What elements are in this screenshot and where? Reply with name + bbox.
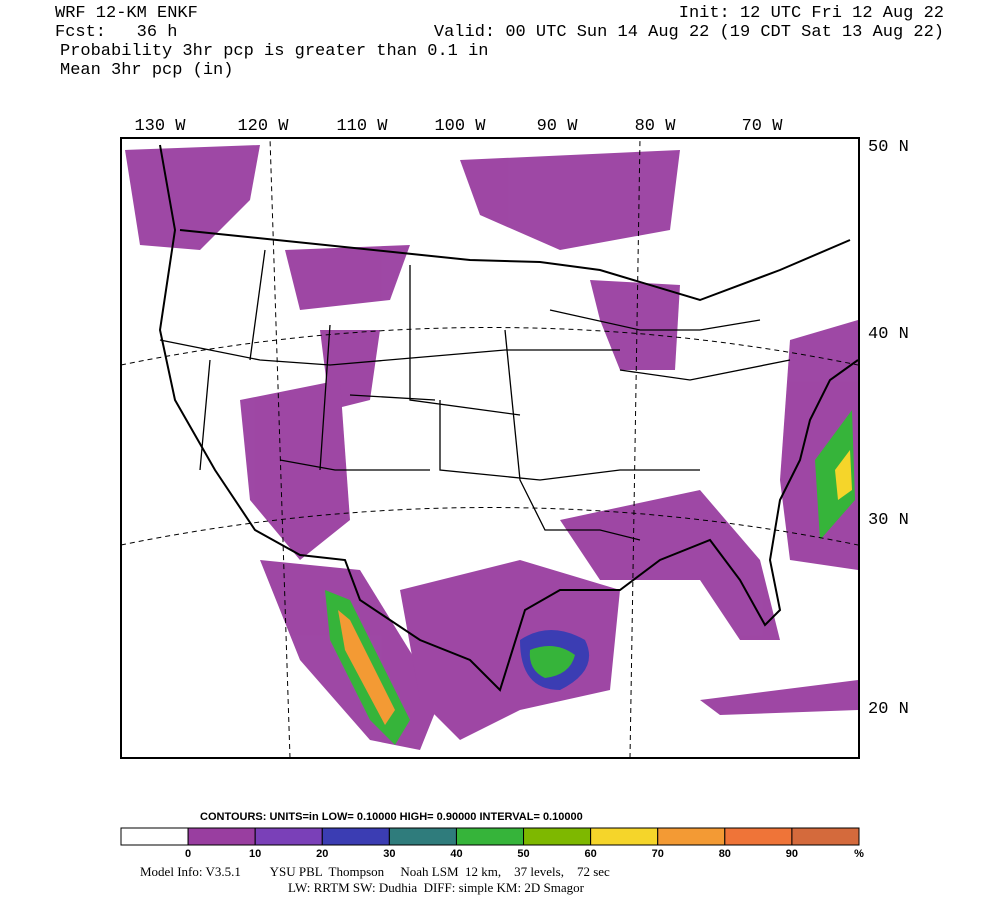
precip-core-area (338, 610, 395, 725)
colorbar-segment (254, 827, 323, 846)
precip-area (560, 490, 780, 640)
longitude-labels: 130 W 120 W 110 W 100 W 90 W 80 W 70 W (134, 117, 783, 136)
longitude-label: 130 W (134, 117, 186, 136)
map-frame (120, 137, 860, 759)
colorbar-tick-label: 10 (249, 848, 261, 860)
colorbar-segment (791, 827, 860, 846)
colorbar-tick-label: 20 (316, 848, 328, 860)
precip-core (325, 410, 855, 745)
longitude-label: 100 W (434, 117, 486, 136)
colorbar-unit: % (854, 848, 864, 860)
latitude-label: 30 N (868, 511, 909, 530)
colorbar-segment (321, 827, 390, 846)
latitude-label: 20 N (868, 700, 909, 719)
precip-area (400, 560, 620, 740)
colorbar-tick-label: 40 (450, 848, 462, 860)
latitude-label: 50 N (868, 138, 909, 157)
precip-area (285, 245, 410, 310)
field-title: Probability 3hr pcp is greater than 0.1 … (60, 42, 489, 61)
contour-info: CONTOURS: UNITS=in LOW= 0.10000 HIGH= 0.… (200, 811, 583, 823)
model-name: WRF 12-KM ENKF (55, 4, 198, 23)
coastline (158, 144, 859, 692)
colorbar-tick-label: 0 (185, 848, 191, 860)
colorbar-tick-label: 50 (517, 848, 529, 860)
forecast-hour: Fcst: 36 h (55, 23, 178, 42)
colorbar-segment (523, 827, 592, 846)
precip-core-area (529, 646, 575, 678)
colorbar-segment (187, 827, 256, 846)
border (179, 229, 851, 302)
latitude-label: 40 N (868, 325, 909, 344)
colorbar-segment (724, 827, 793, 846)
longitude-label: 70 W (742, 117, 784, 136)
longitude-label: 120 W (237, 117, 289, 136)
colorbar-tick-label: 70 (652, 848, 664, 860)
longitude-label: 90 W (537, 117, 579, 136)
state-lines (159, 249, 791, 541)
precip-area (460, 150, 680, 250)
precip-core-area (815, 410, 855, 540)
model-info: LW: RRTM SW: Dudhia DIFF: simple KM: 2D … (288, 880, 584, 895)
valid-time: Valid: 00 UTC Sun 14 Aug 22 (19 CDT Sat … (433, 23, 944, 42)
model-info: Model Info: V3.5.1 YSU PBL Thompson Noah… (140, 864, 610, 879)
colorbar-segment (657, 827, 726, 846)
colorbar-tick-label: 30 (383, 848, 395, 860)
colorbar-segment (120, 827, 189, 846)
colorbar-segment (455, 827, 525, 846)
colorbar-tick-label: 60 (585, 848, 597, 860)
colorbar-tick-label: 80 (719, 848, 731, 860)
longitude-label: 80 W (635, 117, 677, 136)
field-title: Mean 3hr pcp (in) (60, 61, 234, 80)
init-time: Init: 12 UTC Fri 12 Aug 22 (678, 4, 944, 23)
precip-area (700, 680, 858, 715)
precip-area (590, 280, 680, 370)
graticule (120, 137, 859, 759)
colorbar: 0 10 20 30 40 50 60 70 80 90% (120, 827, 864, 860)
longitude-label: 110 W (336, 117, 388, 136)
precip-area (125, 145, 260, 250)
latitude-labels: 50 N 40 N 30 N 20 N (868, 138, 909, 719)
colorbar-tick-label: 90 (786, 848, 798, 860)
colorbar-segment (590, 827, 659, 846)
colorbar-segment (388, 827, 457, 846)
precip-core-area (835, 450, 852, 500)
